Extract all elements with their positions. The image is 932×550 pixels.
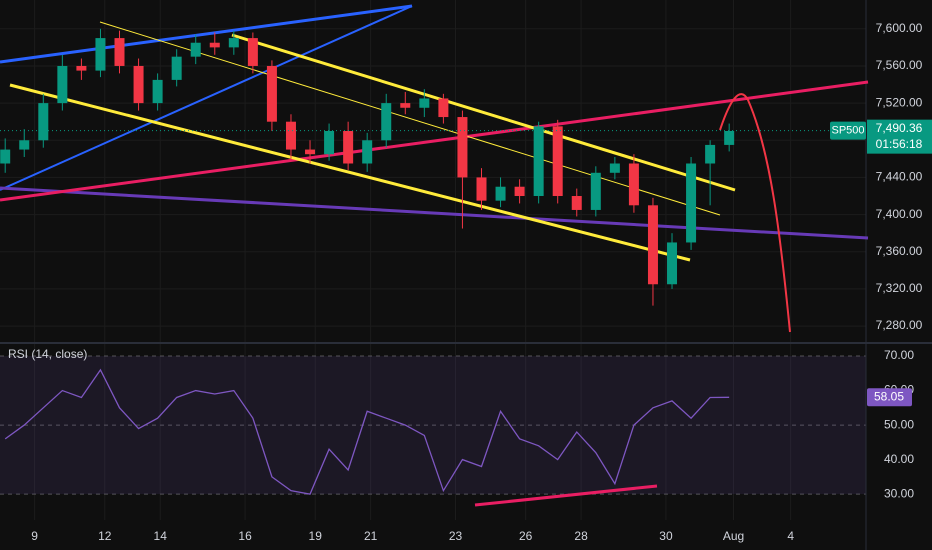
grid xyxy=(0,0,866,520)
trend-line xyxy=(0,5,413,191)
candle-body xyxy=(247,38,258,66)
candle-body xyxy=(324,130,335,155)
price-label: 7,490.36 xyxy=(876,121,923,135)
x-tick-label: 19 xyxy=(309,529,323,543)
candle-body xyxy=(514,186,525,197)
candle-body xyxy=(438,98,449,118)
y-tick-label: 30.00 xyxy=(884,486,914,500)
candle-body xyxy=(19,140,30,150)
candle-body xyxy=(552,126,563,197)
candle-body xyxy=(209,42,220,48)
candle-body xyxy=(266,65,277,122)
trend-line xyxy=(0,186,869,240)
rsi-value: 58.05 xyxy=(874,389,904,403)
rsi-line xyxy=(4,368,730,495)
y-tick-label: 7,440.00 xyxy=(876,170,923,184)
candle-body xyxy=(667,242,678,285)
x-tick-label: 16 xyxy=(238,529,252,543)
candle-body xyxy=(495,186,506,201)
candle-body xyxy=(628,163,639,206)
candle-body xyxy=(152,79,163,104)
candle-body xyxy=(343,130,354,164)
marks xyxy=(0,28,866,495)
candle-body xyxy=(476,177,487,201)
rsi-title: RSI (14, close) xyxy=(8,347,87,361)
candle-body xyxy=(647,205,658,285)
candle-body xyxy=(381,103,392,141)
candle-body xyxy=(400,103,411,108)
trend-line xyxy=(0,4,413,64)
rsi-band xyxy=(0,356,866,495)
candle-body xyxy=(419,98,430,108)
y-tick-label: 7,280.00 xyxy=(876,318,923,332)
candle-body xyxy=(305,149,316,155)
candle-body xyxy=(362,140,373,164)
x-tick-label: 9 xyxy=(31,529,38,543)
candle-body xyxy=(76,65,87,71)
x-tick-label: 26 xyxy=(519,529,533,543)
trend-line xyxy=(0,80,869,202)
x-tick-label: 30 xyxy=(659,529,673,543)
y-tick-label: 7,560.00 xyxy=(876,58,923,72)
candle-body xyxy=(171,56,182,80)
candle-body xyxy=(114,38,125,66)
x-tick-label: 12 xyxy=(98,529,112,543)
candle-body xyxy=(228,38,239,48)
channel-line xyxy=(9,83,691,262)
price-badge xyxy=(867,119,932,154)
y-tick-label: 50.00 xyxy=(884,417,914,431)
divergence-line xyxy=(474,484,658,507)
y-tick-label: 7,600.00 xyxy=(876,21,923,35)
candle-body xyxy=(95,38,106,71)
y-tick-label: 7,360.00 xyxy=(876,244,923,258)
candle-body xyxy=(609,163,620,173)
symbol-badge xyxy=(830,121,866,140)
channel-line xyxy=(231,33,736,192)
candle-body xyxy=(0,149,11,164)
x-tick-label: 14 xyxy=(154,529,168,543)
candle-body xyxy=(571,196,582,210)
projection-curve xyxy=(719,93,791,333)
y-tick-label: 7,400.00 xyxy=(876,207,923,221)
x-tick-label: 28 xyxy=(574,529,588,543)
x-tick-label: 21 xyxy=(364,529,378,543)
y-tick-label: 7,520.00 xyxy=(876,95,923,109)
candle-body xyxy=(533,126,544,197)
x-tick-label: 23 xyxy=(449,529,463,543)
candle-body xyxy=(686,163,697,243)
candle-body xyxy=(457,117,468,178)
candle-body xyxy=(38,103,49,141)
candle-body xyxy=(190,42,201,57)
y-tick-label: 40.00 xyxy=(884,452,914,466)
candle-body xyxy=(590,172,601,210)
countdown: 01:56:18 xyxy=(876,137,923,151)
x-tick-label: 4 xyxy=(787,529,794,543)
candle-body xyxy=(705,144,716,164)
symbol-label: SP500 xyxy=(831,125,864,137)
channel-line xyxy=(99,21,721,216)
candle-body xyxy=(724,130,735,145)
y-tick-label: 7,320.00 xyxy=(876,281,923,295)
candle-body xyxy=(57,65,68,104)
candle-body xyxy=(285,121,296,150)
y-tick-label: 70.00 xyxy=(884,348,914,362)
rsi-badge xyxy=(867,388,912,407)
drawings xyxy=(0,4,869,507)
candle-body xyxy=(133,65,144,104)
x-tick-label: Aug xyxy=(723,529,744,543)
